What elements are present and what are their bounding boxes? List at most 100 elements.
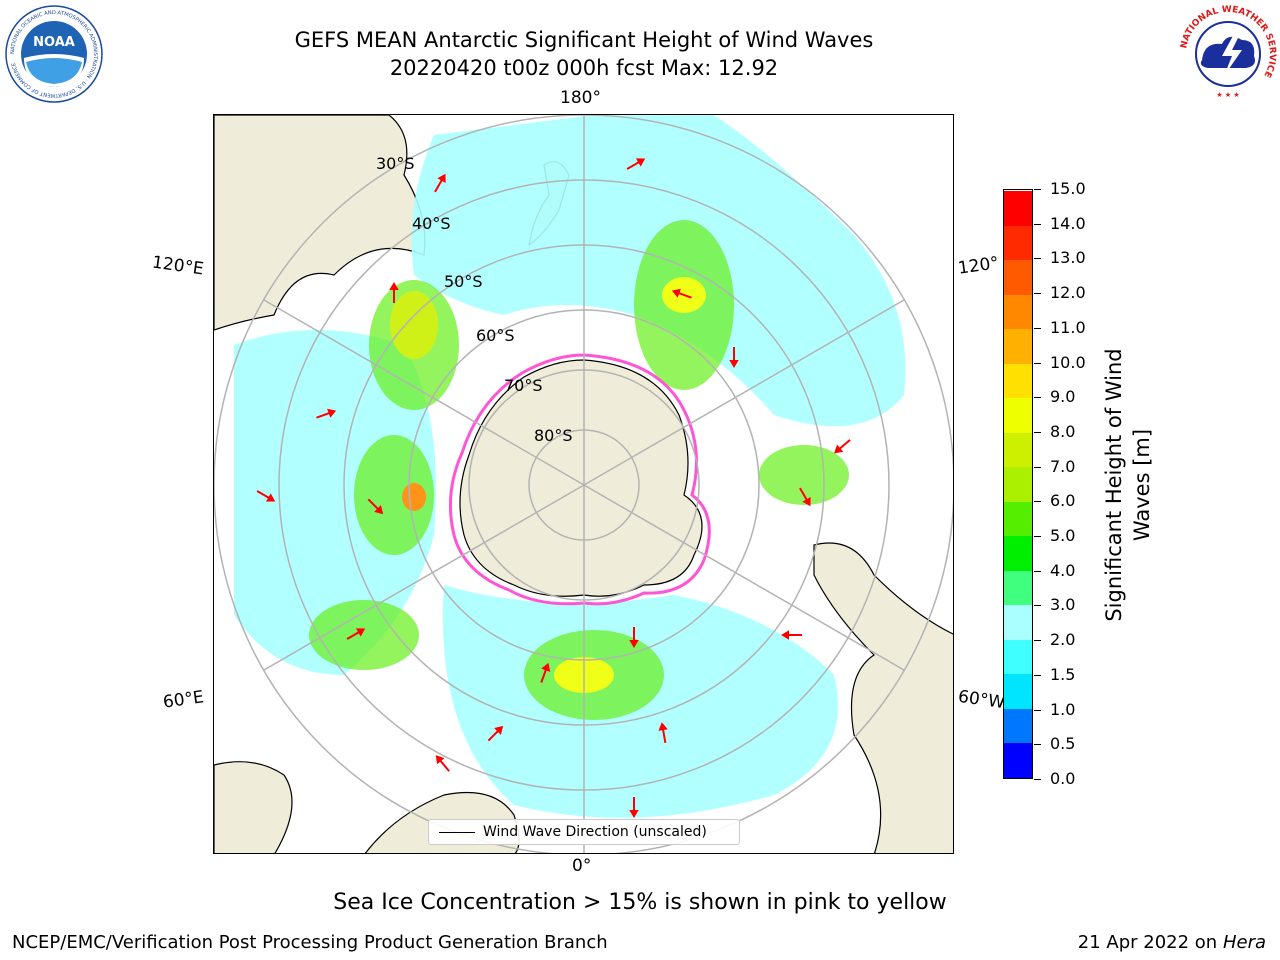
lat-label-80: 80°S <box>534 426 573 445</box>
colorbar-tick <box>1034 779 1041 780</box>
graticule <box>214 115 953 853</box>
arrow <box>629 797 639 818</box>
arrow <box>435 755 450 772</box>
arrow <box>540 662 551 683</box>
colorbar-segment <box>1004 328 1032 364</box>
wave-region-left <box>234 330 436 675</box>
wave-orange-1 <box>402 483 426 511</box>
arrow <box>316 408 337 419</box>
lon-label-120w: 120° <box>956 253 1001 279</box>
colorbar-tick-label: 11.0 <box>1050 317 1086 337</box>
lon-label-60e: 60°E <box>161 687 206 713</box>
colorbar-tick-label: 3.0 <box>1050 595 1076 615</box>
colorbar-segment <box>1004 363 1032 399</box>
colorbar-tick-label: 8.0 <box>1050 421 1076 441</box>
colorbar-tick <box>1034 709 1041 711</box>
colorbar-tick <box>1034 501 1041 503</box>
wave-green-6 <box>759 445 849 505</box>
footer-host: Hera <box>1222 932 1266 953</box>
colorbar-tick-label: 1.5 <box>1050 664 1076 684</box>
arrow <box>729 347 739 368</box>
colorbar-tick-label: 13.0 <box>1050 248 1086 268</box>
colorbar-segment <box>1004 397 1032 433</box>
arrow <box>799 487 811 507</box>
colorbar-tick-label: 10.0 <box>1050 352 1086 372</box>
colorbar-tick-label: 12.0 <box>1050 283 1086 303</box>
colorbar-tick <box>1034 362 1041 364</box>
legend-label: Wind Wave Direction (unscaled) <box>483 824 707 840</box>
colorbar-tick-label: 2.0 <box>1050 630 1076 650</box>
colorbar-tick <box>1034 431 1041 433</box>
sea-ice-caption: Sea Ice Concentration > 15% is shown in … <box>333 890 947 915</box>
arrow <box>629 627 639 648</box>
polar-map: 30°S 40°S 50°S 60°S 70°S 80°S <box>213 114 954 854</box>
colorbar-segment <box>1004 673 1032 709</box>
map-legend: Wind Wave Direction (unscaled) <box>428 819 740 845</box>
colorbar-tick-label: 14.0 <box>1050 213 1086 233</box>
lat-label-40: 40°S <box>412 214 451 233</box>
lon-label-120e: 120°E <box>150 252 205 280</box>
colorbar-tick-label: 1.0 <box>1050 699 1076 719</box>
lat-label-50: 50°S <box>444 272 483 291</box>
arrow <box>834 439 851 454</box>
colorbar-segment <box>1004 708 1032 744</box>
wave-green-5 <box>309 600 419 670</box>
colorbar-tick <box>1034 744 1041 746</box>
colorbar-title: Significant Height of Wind Waves [m] <box>1102 348 1154 622</box>
arrow <box>487 725 504 742</box>
colorbar-tick <box>1034 327 1041 329</box>
colorbar-tick-label: 7.0 <box>1050 456 1076 476</box>
latitude-labels: 30°S 40°S 50°S 60°S 70°S 80°S <box>376 154 573 445</box>
colorbar-tick <box>1034 466 1041 468</box>
colorbar-tick <box>1034 223 1041 225</box>
colorbar-tick <box>1034 536 1041 538</box>
lat-label-60: 60°S <box>476 326 515 345</box>
footer-credit: NCEP/EMC/Verification Post Processing Pr… <box>12 932 608 953</box>
colorbar-tick <box>1034 570 1041 572</box>
arrow <box>367 498 384 515</box>
colorbar-tick-label: 0.0 <box>1050 769 1076 788</box>
land-south-america <box>813 542 953 853</box>
chart-title: GEFS MEAN Antarctic Significant Height o… <box>0 26 1168 82</box>
lon-label-60w: 60°W <box>956 686 1007 714</box>
footer-date-text: 21 Apr 2022 on <box>1077 932 1223 953</box>
arrow <box>256 490 276 502</box>
land-layer <box>214 115 953 853</box>
colorbar-tick-label: 9.0 <box>1050 387 1076 407</box>
colorbar-segment <box>1004 639 1032 675</box>
arrow <box>626 158 646 170</box>
arrow <box>434 173 446 193</box>
colorbar-segment <box>1004 535 1032 571</box>
colorbar-tick <box>1034 258 1041 260</box>
colorbar-segment <box>1004 190 1032 226</box>
lat-label-30: 30°S <box>376 154 415 173</box>
land-australia <box>214 115 426 331</box>
lat-label-70: 70°S <box>504 376 543 395</box>
legend-line-swatch <box>439 831 475 833</box>
lon-label-0: 0° <box>572 856 592 876</box>
colorbar-tick <box>1034 293 1041 295</box>
colorbar-segment <box>1004 294 1032 330</box>
noaa-logo-text: NOAA <box>33 35 75 50</box>
arrow <box>781 630 802 640</box>
colorbar-tick-label: 15.0 <box>1050 179 1086 198</box>
colorbar-segment <box>1004 742 1032 778</box>
colorbar-tick-label: 6.0 <box>1050 491 1076 511</box>
colorbar-segment <box>1004 466 1032 502</box>
svg-text:★ ★ ★: ★ ★ ★ <box>1216 91 1239 99</box>
arrow <box>671 288 692 299</box>
map-canvas: 30°S 40°S 50°S 60°S 70°S 80°S <box>214 115 953 853</box>
arrow <box>389 282 399 303</box>
title-line-2: 20220420 t00z 000h fcst Max: 12.92 <box>389 56 779 80</box>
wind-arrows <box>256 158 851 818</box>
colorbar-segment <box>1004 432 1032 468</box>
wave-yellow-3 <box>390 291 438 359</box>
colorbar-tick <box>1034 605 1041 607</box>
arrow <box>658 722 668 744</box>
colorbar-segment <box>1004 501 1032 537</box>
colorbar-tick <box>1034 674 1041 676</box>
colorbar-tick-label: 4.0 <box>1050 560 1076 580</box>
colorbar-segment <box>1004 570 1032 606</box>
colorbar-segment <box>1004 604 1032 640</box>
arrow <box>346 628 366 640</box>
